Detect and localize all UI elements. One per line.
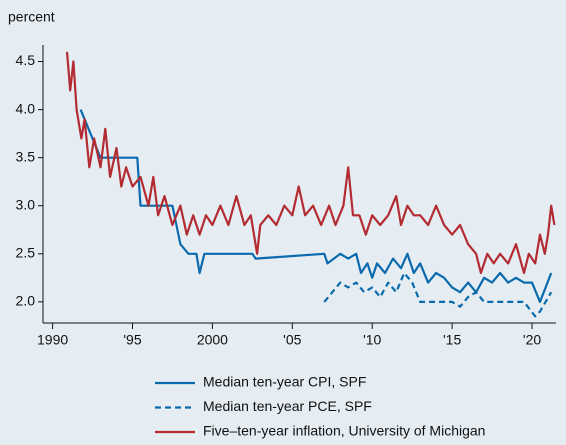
y-tick-label: 2.5	[16, 244, 36, 260]
x-tick-label: '95	[123, 332, 141, 348]
series-line	[323, 271, 553, 318]
series-line	[79, 109, 553, 303]
y-axis-label: percent	[8, 9, 55, 25]
legend-label: Five–ten-year inflation, University of M…	[203, 423, 485, 439]
y-tick-label: 4.0	[16, 100, 36, 116]
x-tick-label: '20	[523, 332, 541, 348]
legend-label: Median ten-year CPI, SPF	[203, 374, 366, 390]
x-tick-label: 2000	[197, 332, 228, 348]
series-line	[65, 51, 556, 275]
x-tick-label: '10	[363, 332, 381, 348]
y-tick-label: 2.0	[16, 293, 36, 309]
y-tick-label: 3.0	[16, 196, 36, 212]
x-tick-label: '05	[283, 332, 301, 348]
legend-label: Median ten-year PCE, SPF	[203, 398, 372, 414]
x-tick-label: '15	[443, 332, 461, 348]
x-tick-label: 1990	[37, 332, 68, 348]
y-tick-label: 4.5	[16, 52, 36, 68]
y-tick-label: 3.5	[16, 148, 36, 164]
